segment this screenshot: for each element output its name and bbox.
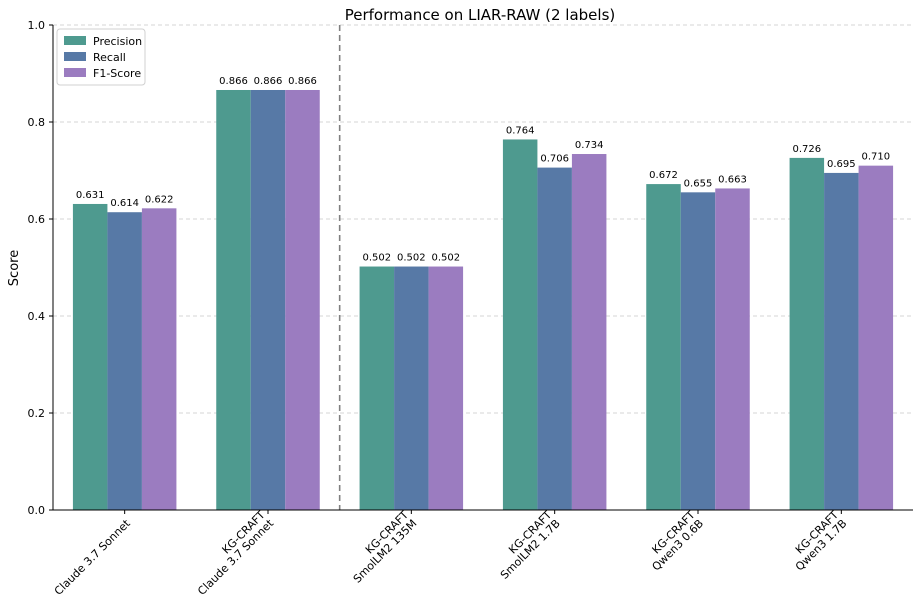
bar-value-label: 0.502 [397,253,426,264]
bar-value-label: 0.622 [145,194,174,205]
y-tick-label: 0.6 [28,213,46,226]
bar-value-label: 0.726 [793,144,822,155]
bar-value-label: 0.866 [219,76,248,87]
bar-value-label: 0.502 [363,253,392,264]
x-tick-label: KG-CRAFTClaude 3.7 Sonnet [187,508,277,598]
x-tick-label: KG-CRAFTQwen3 1.7B [784,508,849,573]
bar-f1-score [285,89,320,511]
legend-label: Recall [93,51,126,64]
bar-value-label: 0.502 [432,253,461,264]
bar-recall [394,266,429,510]
x-tick-label: KG-CRAFTSmolLM2 1.7B [490,508,563,581]
bar-f1-score [141,208,177,510]
y-tick-label: 0.2 [28,407,46,420]
y-tick-label: 1.0 [28,19,46,32]
bar-recall [537,167,572,510]
bar-recall [824,172,859,511]
legend-swatch [64,68,86,77]
bar-f1-score [858,165,894,510]
bars-layer [72,89,894,511]
y-tick-label: 0.0 [28,504,46,517]
bar-value-label: 0.631 [76,190,105,201]
bar-value-label: 0.866 [288,76,317,87]
bar-value-label: 0.764 [506,125,535,136]
x-tick-label: KG-CRAFTQwen3 0.6B [641,508,706,573]
y-axis-label: Score [7,250,22,286]
grid-layer [53,24,913,414]
legend-label: Precision [93,35,142,48]
y-tick-label: 0.8 [28,116,46,129]
bar-f1-score [715,188,750,510]
bar-value-label: 0.706 [540,154,569,165]
bar-value-label: 0.866 [254,76,283,87]
bar-precision [789,157,825,510]
legend-label: F1-Score [93,67,141,80]
x-tick-label-line: Claude 3.7 Sonnet [195,516,276,597]
bar-value-label: 0.655 [684,178,713,189]
bar-recall [250,89,286,511]
bar-precision [359,266,395,510]
chart-title: Performance on LIAR-RAW (2 labels) [345,6,616,24]
legend-swatch [64,52,86,61]
bar-value-label: 0.663 [718,174,747,185]
bar-value-label: 0.734 [575,140,604,151]
bar-precision [216,89,251,511]
legend[interactable]: Precision Recall F1-Score [56,28,146,86]
bar-recall [680,192,716,510]
bar-precision [502,139,538,510]
bar-f1-score [428,266,464,510]
legend-swatch [64,36,86,45]
bar-value-label: 0.695 [827,159,856,170]
x-tick-label: KG-CRAFTSmolLM2 135M [342,508,419,585]
bar-precision [72,203,108,510]
bar-recall [107,212,142,510]
data-labels-layer: 0.631 0.614 0.622 0.866 0.866 0.866 0.502 0.502… [76,76,890,264]
x-tick-label: Claude 3.7 Sonnet [52,516,133,597]
y-tick-label: 0.4 [28,310,46,323]
bar-f1-score [571,154,607,510]
bar-precision [646,184,681,510]
bar-value-label: 0.710 [862,152,891,163]
x-tick-label-line: Claude 3.7 Sonnet [52,516,133,597]
bar-value-label: 0.614 [110,198,139,209]
bar-value-label: 0.672 [649,170,678,181]
